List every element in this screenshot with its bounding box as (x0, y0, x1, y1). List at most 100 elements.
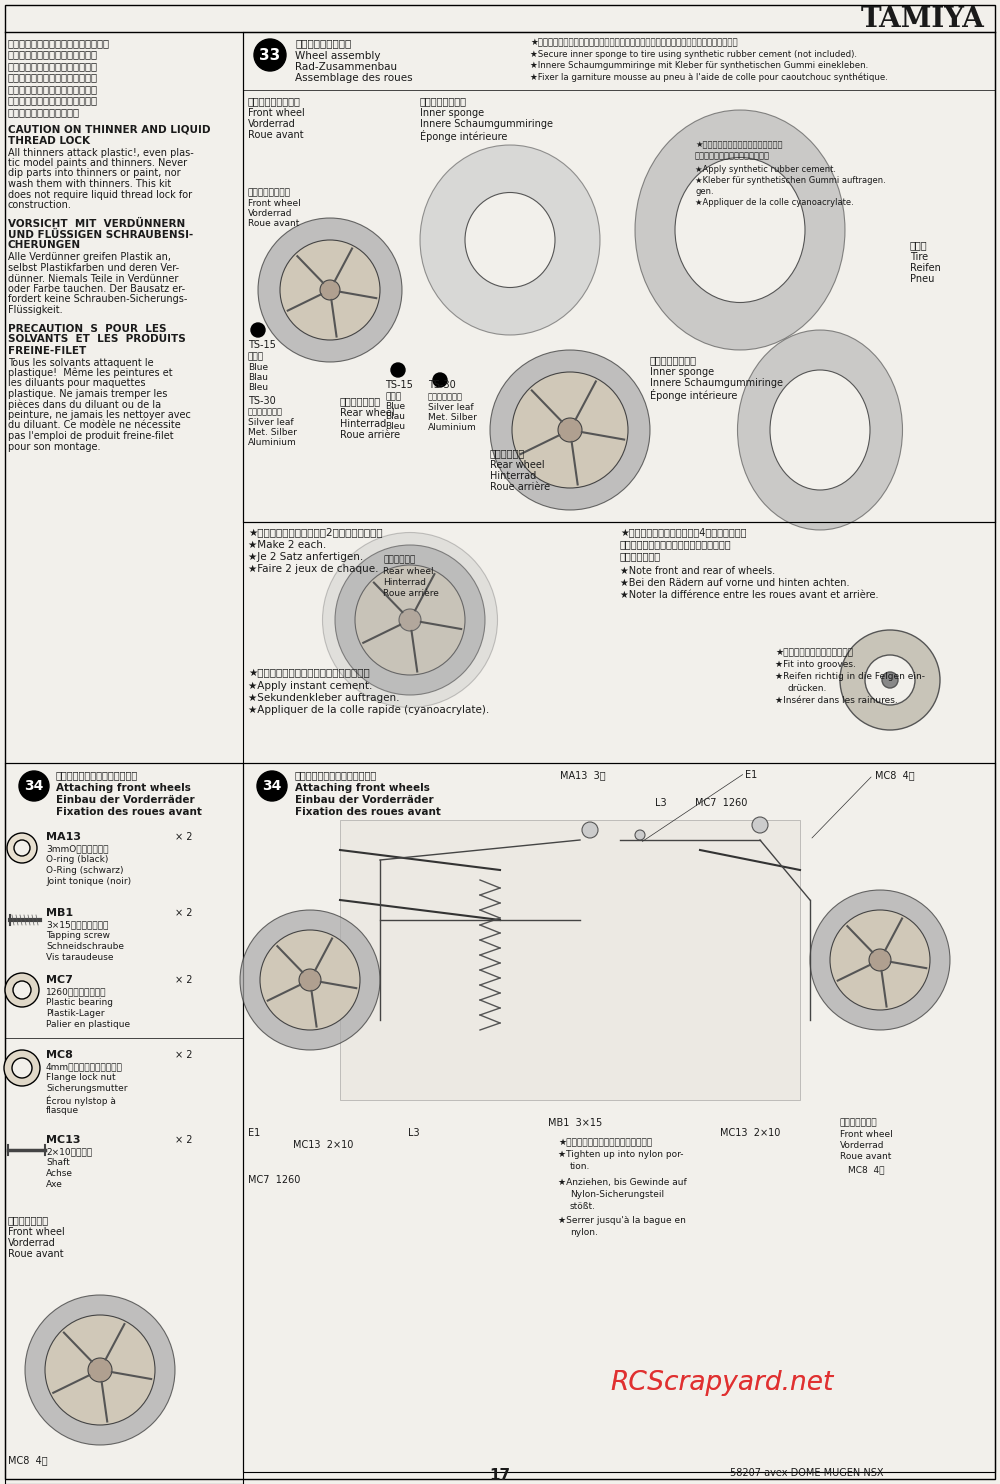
Text: ★ホイールのみぞにはめます。: ★ホイールのみぞにはめます。 (775, 649, 853, 657)
Circle shape (882, 672, 898, 689)
Text: Roue avant: Roue avant (840, 1152, 891, 1160)
Circle shape (433, 372, 447, 387)
Text: Silver leaf: Silver leaf (428, 404, 474, 413)
Text: ★フロント、リヤタイヤは2本づつ作ります。: ★フロント、リヤタイヤは2本づつ作ります。 (248, 527, 383, 537)
Text: nylon.: nylon. (570, 1227, 598, 1238)
Text: 4mmフランジロックナット: 4mmフランジロックナット (46, 1063, 123, 1071)
Text: フロントホイール: フロントホイール (248, 188, 291, 197)
Text: Hinterrad: Hinterrad (490, 470, 536, 481)
Text: Shaft: Shaft (46, 1158, 70, 1166)
Text: ★瞬間接着剤をなじみ込み、接着します。: ★瞬間接着剤をなじみ込み、接着します。 (248, 668, 370, 678)
Circle shape (240, 910, 380, 1051)
Text: ★Serrer jusqu'à la bague en: ★Serrer jusqu'à la bague en (558, 1215, 686, 1224)
Text: tion.: tion. (570, 1162, 590, 1171)
Text: ★Appliquer de la colle cyanoacrylate.: ★Appliquer de la colle cyanoacrylate. (695, 197, 854, 206)
Circle shape (258, 218, 402, 362)
Text: 剤で輪になるように接着します。: 剤で輪になるように接着します。 (695, 151, 770, 160)
Text: MC8  4㎜: MC8 4㎜ (8, 1454, 48, 1465)
Text: ★Apply instant cement.: ★Apply instant cement. (248, 681, 372, 692)
Text: Hinterrad: Hinterrad (340, 418, 386, 429)
Text: Attaching front wheels: Attaching front wheels (56, 784, 191, 792)
Bar (243, 763, 995, 1472)
Text: construction.: construction. (8, 200, 72, 211)
Bar (243, 33, 995, 522)
Text: E1: E1 (745, 770, 757, 781)
Text: ブルー: ブルー (385, 392, 401, 401)
Ellipse shape (322, 533, 498, 708)
Text: selbst Plastikfarben und deren Ver-: selbst Plastikfarben und deren Ver- (8, 263, 179, 273)
Circle shape (391, 364, 405, 377)
Circle shape (830, 910, 930, 1011)
Text: Roue arrière: Roue arrière (490, 482, 550, 493)
Text: Inner sponge: Inner sponge (420, 108, 484, 119)
Text: Hinterrad: Hinterrad (383, 577, 426, 588)
Text: × 2: × 2 (175, 975, 192, 985)
Text: Bleu: Bleu (248, 383, 268, 392)
Ellipse shape (738, 329, 902, 530)
Text: Écrou nylstop à: Écrou nylstop à (46, 1095, 116, 1106)
Text: dip parts into thinners or paint, nor: dip parts into thinners or paint, nor (8, 169, 181, 178)
Text: 3mmOリング（黒）: 3mmOリング（黒） (46, 844, 108, 853)
Ellipse shape (420, 145, 600, 335)
Text: 17: 17 (489, 1468, 511, 1483)
Text: × 2: × 2 (175, 833, 192, 841)
Text: Rad-Zusammenbau: Rad-Zusammenbau (295, 62, 397, 73)
Text: 34: 34 (24, 779, 44, 792)
Text: Assemblage des roues: Assemblage des roues (295, 73, 413, 83)
Text: 〈フロントタイヤ〉: 〈フロントタイヤ〉 (248, 96, 301, 105)
Text: oder Farbe tauchen. Der Bausatz er-: oder Farbe tauchen. Der Bausatz er- (8, 283, 185, 294)
Text: THREAD LOCK: THREAD LOCK (8, 135, 90, 145)
Text: Front wheel: Front wheel (248, 108, 305, 119)
Text: インナースポンジ: インナースポンジ (650, 355, 697, 365)
Circle shape (251, 324, 265, 337)
Text: をとめる部分の溝の深さがちがうので注意: をとめる部分の溝の深さがちがうので注意 (620, 539, 732, 549)
Circle shape (512, 372, 628, 488)
Text: 〈溶剤、ネジ止め剤についての注意〉: 〈溶剤、ネジ止め剤についての注意〉 (8, 39, 110, 47)
Circle shape (490, 350, 650, 510)
Text: E1: E1 (248, 1128, 260, 1138)
Text: Attaching front wheels: Attaching front wheels (295, 784, 430, 792)
Text: ★Noter la différence entre les roues avant et arrière.: ★Noter la différence entre les roues ava… (620, 591, 879, 600)
Circle shape (299, 969, 321, 991)
Text: ★インナースポンジはタイヤに接着（合成ゴム系接着剤）しての使用がより効果的です。: ★インナースポンジはタイヤに接着（合成ゴム系接着剤）しての使用がより効果的です。 (530, 39, 738, 47)
Text: Front wheel: Front wheel (840, 1129, 893, 1140)
Text: 樹脂製パーツはプラスチックモテ: 樹脂製パーツはプラスチックモテ (8, 49, 98, 59)
Text: Tous les solvants attaquent le: Tous les solvants attaquent le (8, 358, 154, 368)
Text: Plastik-Lager: Plastik-Lager (46, 1009, 104, 1018)
Text: ★Note front and rear of wheels.: ★Note front and rear of wheels. (620, 565, 775, 576)
Text: Tire: Tire (910, 252, 928, 263)
Circle shape (12, 1058, 32, 1077)
Text: Aluminium: Aluminium (248, 438, 297, 447)
Circle shape (635, 830, 645, 840)
Text: Flange lock nut: Flange lock nut (46, 1073, 116, 1082)
Text: MB1: MB1 (46, 908, 73, 919)
Text: Flüssigkeit.: Flüssigkeit. (8, 306, 63, 315)
Text: Bleu: Bleu (385, 421, 405, 430)
Text: ★フロント、リヤホイールは4㎜ロックナット: ★フロント、リヤホイールは4㎜ロックナット (620, 527, 746, 537)
Text: 洗ったり、つけたり絶対にしない: 洗ったり、つけたり絶対にしない (8, 85, 98, 93)
Text: ★Reifen richtig in die Felgen ein-: ★Reifen richtig in die Felgen ein- (775, 672, 925, 681)
Text: Blue: Blue (248, 364, 268, 372)
Text: Met. Silber: Met. Silber (428, 413, 477, 421)
Text: pour son montage.: pour son montage. (8, 442, 100, 451)
Text: TS-30: TS-30 (248, 396, 276, 407)
Text: MC7  1260: MC7 1260 (248, 1175, 300, 1186)
Text: Palier en plastique: Palier en plastique (46, 1020, 130, 1028)
Text: シルバーリーフ: シルバーリーフ (248, 407, 283, 416)
Circle shape (257, 772, 287, 801)
Text: flasque: flasque (46, 1106, 79, 1114)
Text: Plastic bearing: Plastic bearing (46, 999, 113, 1008)
Text: Vorderrad: Vorderrad (8, 1238, 56, 1248)
Text: plastique!  Même les peintures et: plastique! Même les peintures et (8, 368, 173, 378)
Text: ★Fit into grooves.: ★Fit into grooves. (775, 660, 856, 669)
Text: Blue: Blue (385, 402, 405, 411)
Text: ★Sekundenkleber auftragen.: ★Sekundenkleber auftragen. (248, 693, 400, 703)
Text: CHERUNGEN: CHERUNGEN (8, 240, 81, 251)
Circle shape (19, 772, 49, 801)
Bar (5, 763, 243, 1484)
Text: Front wheel: Front wheel (248, 199, 301, 208)
Text: 1260プラベアリング: 1260プラベアリング (46, 987, 106, 996)
Text: 3×15タッピングビス: 3×15タッピングビス (46, 920, 108, 929)
Text: フロントタイヤ: フロントタイヤ (840, 1117, 878, 1126)
Text: ★Insérer dans les rainures.: ★Insérer dans les rainures. (775, 696, 898, 705)
